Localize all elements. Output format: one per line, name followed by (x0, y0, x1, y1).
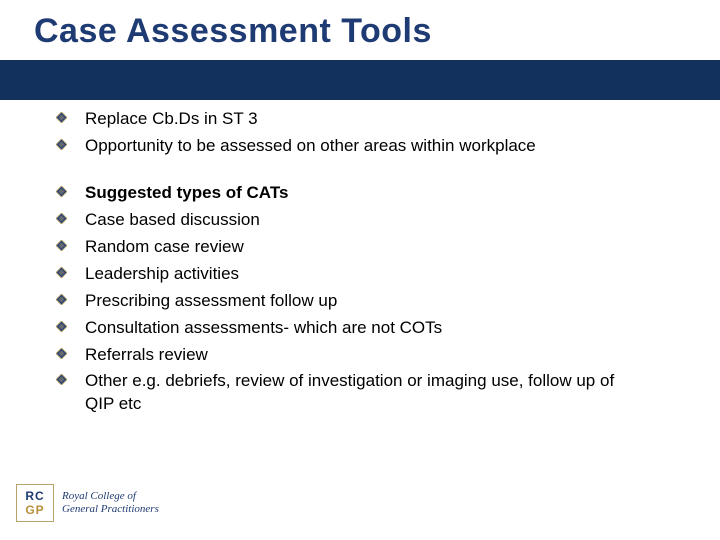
list-item-text: Random case review (85, 236, 244, 259)
list-item-text: Referrals review (85, 344, 208, 367)
title-band (0, 60, 720, 100)
list-item-text: Replace Cb.Ds in ST 3 (85, 108, 258, 131)
list-item-text: Case based discussion (85, 209, 260, 232)
list-item: Replace Cb.Ds in ST 3 (56, 108, 680, 131)
bullet-icon (56, 112, 67, 123)
bullet-icon (56, 139, 67, 150)
list-item-text: Opportunity to be assessed on other area… (85, 135, 536, 158)
bullet-icon (56, 321, 67, 332)
content-area: Replace Cb.Ds in ST 3 Opportunity to be a… (56, 108, 680, 440)
list-item: Suggested types of CATs (56, 182, 680, 205)
bullet-icon (56, 186, 67, 197)
list-item: Random case review (56, 236, 680, 259)
list-item: Other e.g. debriefs, review of investiga… (56, 370, 680, 416)
rcgp-logo: RC GP Royal College of General Practitio… (16, 484, 159, 522)
list-item-text: Other e.g. debriefs, review of investiga… (85, 370, 645, 416)
logo-line2: General Practitioners (62, 503, 159, 516)
list-item: Case based discussion (56, 209, 680, 232)
logo-badge: RC GP (16, 484, 54, 522)
title-area: Case Assessment Tools (0, 0, 720, 51)
bullet-group: Suggested types of CATs Case based discus… (56, 182, 680, 416)
list-item: Consultation assessments- which are not … (56, 317, 680, 340)
logo-gp: GP (25, 504, 44, 516)
list-item: Opportunity to be assessed on other area… (56, 135, 680, 158)
bullet-group: Replace Cb.Ds in ST 3 Opportunity to be a… (56, 108, 680, 158)
bullet-icon (56, 267, 67, 278)
list-item: Leadership activities (56, 263, 680, 286)
bullet-icon (56, 348, 67, 359)
logo-text: Royal College of General Practitioners (62, 490, 159, 516)
slide-title: Case Assessment Tools (34, 12, 720, 51)
list-item-text: Suggested types of CATs (85, 182, 288, 205)
list-item: Prescribing assessment follow up (56, 290, 680, 313)
logo-line1: Royal College of (62, 490, 159, 503)
bullet-icon (56, 213, 67, 224)
bullet-icon (56, 240, 67, 251)
list-item-text: Prescribing assessment follow up (85, 290, 337, 313)
bullet-icon (56, 374, 67, 385)
logo-rc: RC (25, 490, 44, 502)
list-item-text: Leadership activities (85, 263, 239, 286)
list-item-text: Consultation assessments- which are not … (85, 317, 442, 340)
list-item: Referrals review (56, 344, 680, 367)
bullet-icon (56, 294, 67, 305)
